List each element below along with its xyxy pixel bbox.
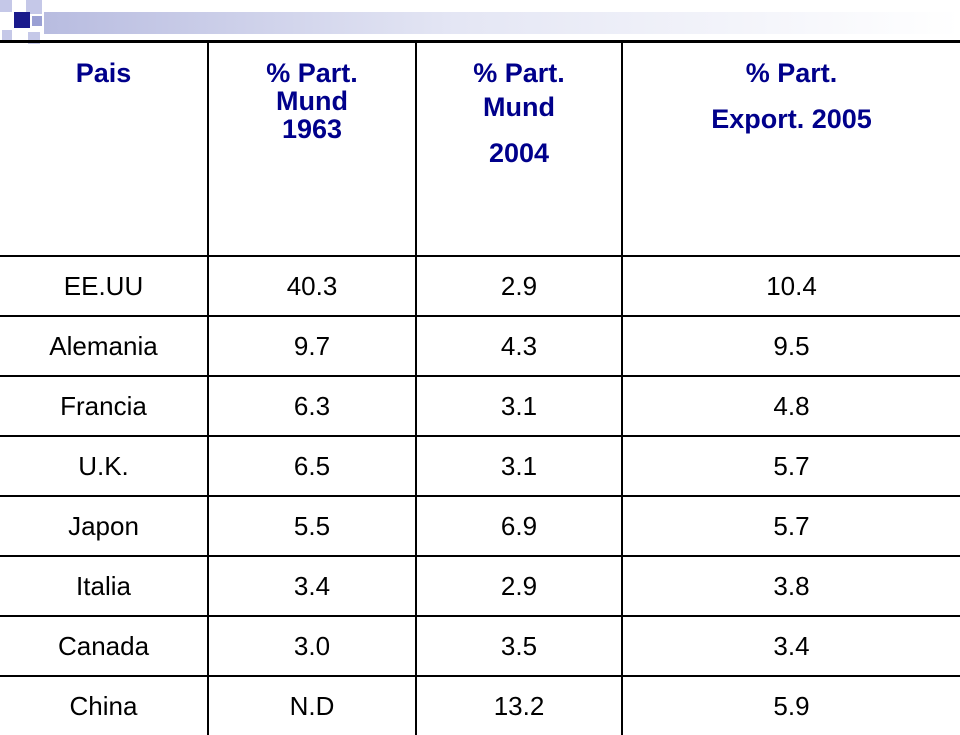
header-pais-label: Pais — [75, 58, 132, 88]
slide-header-bar — [44, 12, 960, 34]
table-row: EE.UU 40.3 2.9 10.4 — [0, 255, 960, 317]
table-row: Francia 6.3 3.1 4.8 — [0, 375, 960, 437]
cell-1963: 9.7 — [207, 315, 417, 377]
cell-1963: 6.3 — [207, 375, 417, 437]
table-row: China N.D 13.2 5.9 — [0, 675, 960, 735]
table-row: Alemania 9.7 4.3 9.5 — [0, 315, 960, 377]
cell-pais: Italia — [0, 555, 209, 617]
cell-pais: China — [0, 675, 209, 735]
deco-square — [14, 12, 30, 28]
cell-2004: 2.9 — [415, 555, 623, 617]
header-mund-2004: % Part. Mund 2004 — [415, 40, 623, 257]
cell-pais: Canada — [0, 615, 209, 677]
cell-pais: EE.UU — [0, 255, 209, 317]
table-row: Italia 3.4 2.9 3.8 — [0, 555, 960, 617]
header-line: Mund — [276, 86, 348, 116]
cell-1963: 6.5 — [207, 435, 417, 497]
header-line: % Part. — [473, 58, 565, 88]
table-row: Canada 3.0 3.5 3.4 — [0, 615, 960, 677]
cell-2005: 5.7 — [621, 435, 960, 497]
cell-2005: 3.4 — [621, 615, 960, 677]
deco-square — [2, 30, 12, 40]
country-share-table: Pais % Part. Mund 1963 % Part. Mund 2004… — [0, 40, 960, 735]
cell-pais: Alemania — [0, 315, 209, 377]
table-row: Japon 5.5 6.9 5.7 — [0, 495, 960, 557]
table-row: U.K. 6.5 3.1 5.7 — [0, 435, 960, 497]
header-line: 2004 — [488, 138, 550, 168]
cell-1963: N.D — [207, 675, 417, 735]
cell-2005: 3.8 — [621, 555, 960, 617]
header-line: 1963 — [281, 114, 343, 144]
cell-pais: U.K. — [0, 435, 209, 497]
cell-1963: 3.4 — [207, 555, 417, 617]
slide-corner-decoration — [0, 0, 80, 60]
cell-1963: 3.0 — [207, 615, 417, 677]
cell-2004: 6.9 — [415, 495, 623, 557]
cell-2005: 5.9 — [621, 675, 960, 735]
deco-square — [0, 0, 12, 12]
cell-pais: Japon — [0, 495, 209, 557]
cell-2005: 9.5 — [621, 315, 960, 377]
cell-2005: 4.8 — [621, 375, 960, 437]
cell-2004: 13.2 — [415, 675, 623, 735]
cell-pais: Francia — [0, 375, 209, 437]
cell-2004: 4.3 — [415, 315, 623, 377]
cell-2005: 5.7 — [621, 495, 960, 557]
cell-2004: 2.9 — [415, 255, 623, 317]
deco-square — [26, 0, 42, 14]
cell-2004: 3.1 — [415, 435, 623, 497]
header-export-2005: % Part. Export. 2005 — [621, 40, 960, 257]
cell-2005: 10.4 — [621, 255, 960, 317]
header-line: % Part. — [745, 58, 838, 88]
header-line: Export. 2005 — [711, 104, 872, 134]
cell-1963: 5.5 — [207, 495, 417, 557]
cell-2004: 3.5 — [415, 615, 623, 677]
cell-2004: 3.1 — [415, 375, 623, 437]
table-header-row: Pais % Part. Mund 1963 % Part. Mund 2004… — [0, 40, 960, 257]
header-pais: Pais — [0, 40, 209, 257]
header-mund-1963: % Part. Mund 1963 — [207, 40, 417, 257]
cell-1963: 40.3 — [207, 255, 417, 317]
header-line: % Part. — [266, 58, 358, 88]
deco-square — [32, 16, 42, 26]
header-line: Mund — [483, 92, 555, 122]
